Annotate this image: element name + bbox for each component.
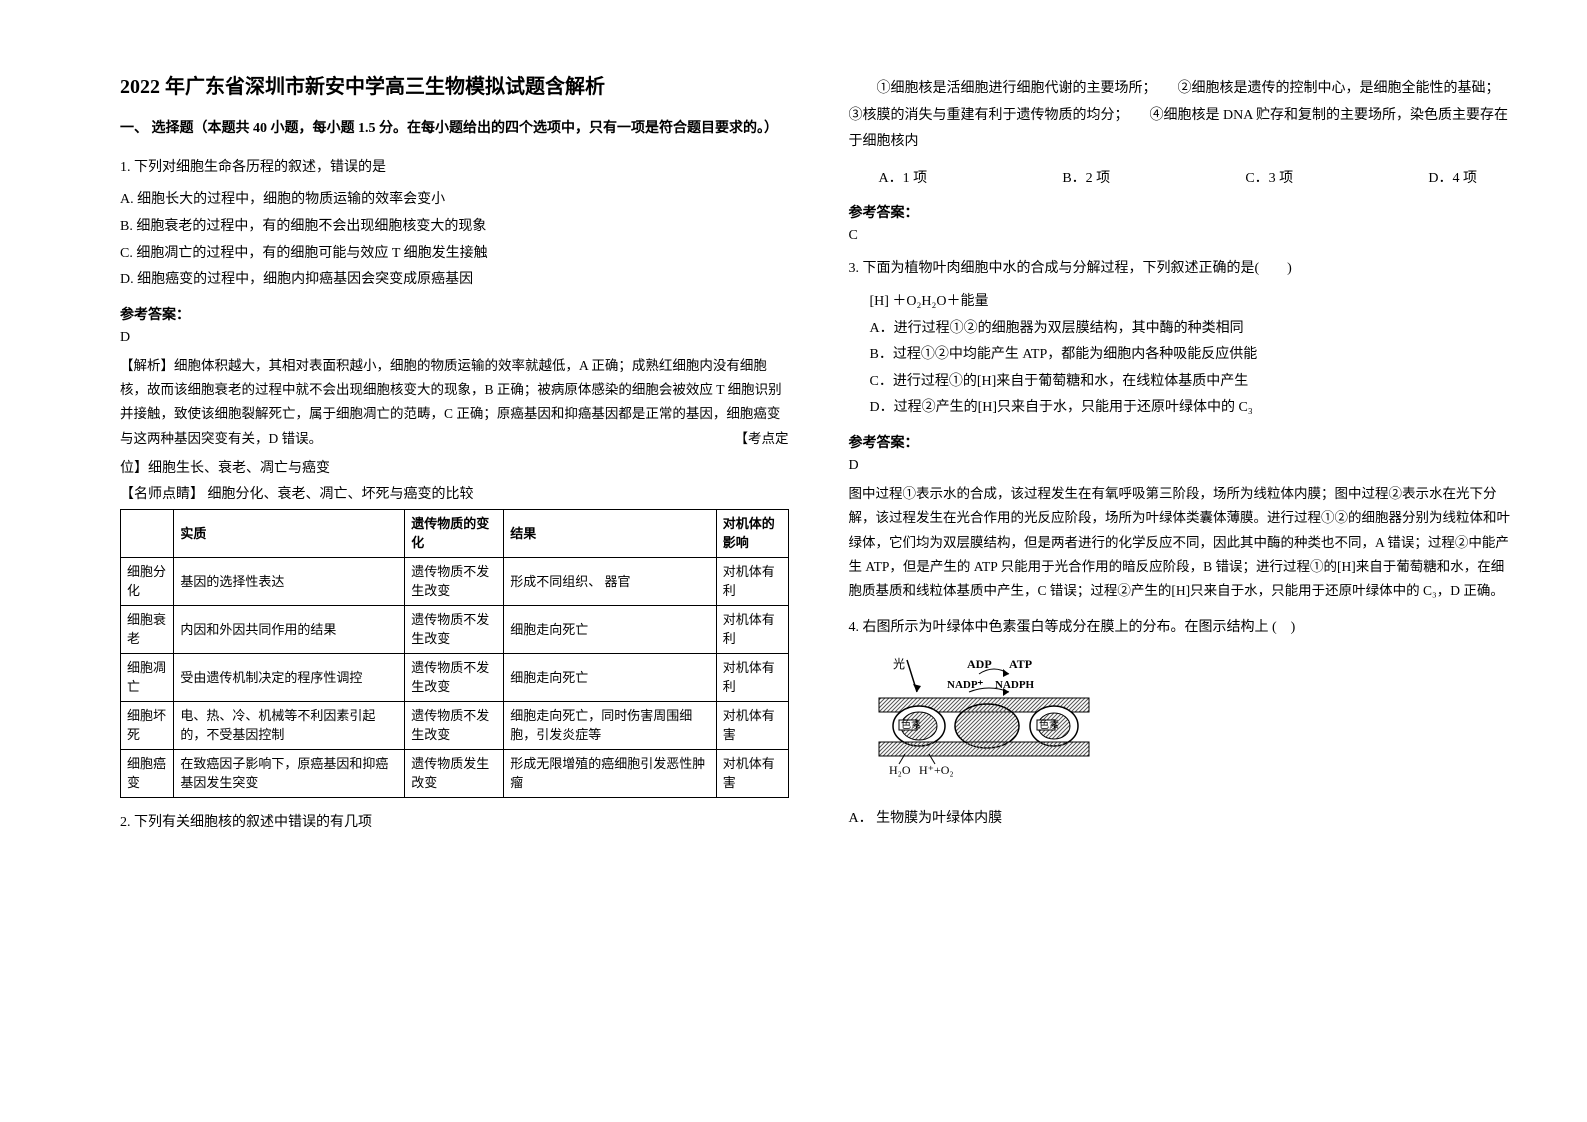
q1-answer-label: 参考答案：	[120, 304, 789, 324]
cell: 遗传物质不发生改变	[405, 701, 504, 749]
cell: 对机体有利	[716, 557, 788, 605]
q1-explain: 【解析】细胞体积越大，其相对表面积越小，细胞的物质运输的效率就越低，A 正确；成…	[120, 354, 789, 451]
q2-option-d: D．4 项	[1428, 166, 1477, 193]
table-header-row: 实质 遗传物质的变化 结果 对机体的影响	[121, 509, 789, 557]
q2-answer: C	[849, 228, 1518, 244]
table-row: 细胞凋亡 受由遗传机制决定的程序性调控 遗传物质不发生改变 细胞走向死亡 对机体…	[121, 653, 789, 701]
cell: 遗传物质不发生改变	[405, 557, 504, 605]
cell: 细胞走向死亡	[504, 605, 717, 653]
q2-answer-label: 参考答案：	[849, 202, 1518, 222]
q1-option-d: D. 细胞癌变的过程中，细胞内抑癌基因会突变成原癌基因	[120, 267, 789, 294]
q3-explain: 图中过程①表示水的合成，该过程发生在有氧呼吸第三阶段，场所为线粒体内膜；图中过程…	[849, 482, 1518, 603]
cell: 细胞坏死	[121, 701, 174, 749]
q1-option-c: C. 细胞凋亡的过程中，有的细胞可能与效应 T 细胞发生接触	[120, 241, 789, 268]
cell: 对机体有害	[716, 749, 788, 797]
fig-label-pigment: 色素	[901, 718, 921, 731]
table-row: 细胞癌变 在致癌因子影响下，原癌基因和抑癌基因发生突变 遗传物质发生改变 形成无…	[121, 749, 789, 797]
cell: 电、热、冷、机械等不利因素引起的，不受基因控制	[174, 701, 405, 749]
cell: 遗传物质发生改变	[405, 749, 504, 797]
q1-answer: D	[120, 330, 789, 346]
cell: 基因的选择性表达	[174, 557, 405, 605]
th-0	[121, 509, 174, 557]
cell: 遗传物质不发生改变	[405, 605, 504, 653]
q2-options-row: A．1 项 B．2 项 C．3 项 D．4 项	[879, 166, 1478, 193]
cell: 细胞癌变	[121, 749, 174, 797]
cell: 遗传物质不发生改变	[405, 653, 504, 701]
th-1: 实质	[174, 509, 405, 557]
cell: 细胞凋亡	[121, 653, 174, 701]
q4-figure: 光 ADP ATP NADP⁺ NADPH 色素 色素 H₂O	[869, 654, 1099, 794]
q1-kd: 位】细胞生长、衰老、凋亡与癌变	[120, 457, 789, 477]
q1-option-a: A. 细胞长大的过程中，细胞的物质运输的效率会变小	[120, 187, 789, 214]
q1-stem: 1. 下列对细胞生命各历程的叙述，错误的是	[120, 155, 789, 182]
q3-option-d: D．过程②产生的[H]只来自于水，只能用于还原叶绿体中的 C₃	[870, 395, 1518, 422]
comparison-table: 实质 遗传物质的变化 结果 对机体的影响 细胞分化 基因的选择性表达 遗传物质不…	[120, 509, 789, 798]
fig-label-h2o: H₂O	[889, 763, 911, 777]
q3-equation: [H] ＋O₂H₂O＋能量	[870, 289, 1518, 316]
fig-label-pigment-2: 色素	[1039, 718, 1059, 731]
q3-answer: D	[849, 458, 1518, 474]
cell: 对机体有利	[716, 653, 788, 701]
q3-option-b: B．过程①②中均能产生 ATP，都能为细胞内各种吸能反应供能	[870, 342, 1518, 369]
cell: 形成无限增殖的癌细胞引发恶性肿瘤	[504, 749, 717, 797]
right-column: ①细胞核是活细胞进行细胞代谢的主要场所； ②细胞核是遗传的控制中心，是细胞全能性…	[819, 70, 1538, 1082]
fig-label-h-o2: H⁺+O₂	[919, 763, 954, 777]
q1-explain-text: 【解析】细胞体积越大，其相对表面积越小，细胞的物质运输的效率就越低，A 正确；成…	[120, 358, 782, 446]
q4-stem: 4. 右图所示为叶绿体中色素蛋白等成分在膜上的分布。在图示结构上 ( )	[849, 615, 1518, 642]
q2-stem: 2. 下列有关细胞核的叙述中错误的有几项	[120, 810, 789, 837]
cell: 在致癌因子影响下，原癌基因和抑癌基因发生突变	[174, 749, 405, 797]
q2-option-a: A．1 项	[879, 166, 928, 193]
cell: 对机体有害	[716, 701, 788, 749]
cell: 细胞衰老	[121, 605, 174, 653]
fig-label-adp: ADP	[967, 657, 992, 671]
cell: 受由遗传机制决定的程序性调控	[174, 653, 405, 701]
cell: 细胞分化	[121, 557, 174, 605]
th-4: 对机体的影响	[716, 509, 788, 557]
th-2: 遗传物质的变化	[405, 509, 504, 557]
q3-option-c: C．进行过程①的[H]来自于葡萄糖和水，在线粒体基质中产生	[870, 369, 1518, 396]
q3-stem: 3. 下面为植物叶肉细胞中水的合成与分解过程，下列叙述正确的是( )	[849, 256, 1518, 283]
table-row: 细胞分化 基因的选择性表达 遗传物质不发生改变 形成不同组织、 器官 对机体有利	[121, 557, 789, 605]
q1-ms: 【名师点睛】 细胞分化、衰老、凋亡、坏死与癌变的比较	[120, 483, 789, 503]
q1-option-b: B. 细胞衰老的过程中，有的细胞不会出现细胞核变大的现象	[120, 214, 789, 241]
cell: 对机体有利	[716, 605, 788, 653]
fig-label-atp: ATP	[1009, 657, 1032, 671]
doc-title: 2022 年广东省深圳市新安中学高三生物模拟试题含解析	[120, 70, 789, 99]
th-3: 结果	[504, 509, 717, 557]
cell: 形成不同组织、 器官	[504, 557, 717, 605]
q2-body: ①细胞核是活细胞进行细胞代谢的主要场所； ②细胞核是遗传的控制中心，是细胞全能性…	[849, 76, 1518, 156]
q1-kd-inline: 【考点定	[735, 427, 789, 451]
section-1-heading: 一、 选择题（本题共 40 小题，每小题 1.5 分。在每小题给出的四个选项中，…	[120, 117, 789, 141]
cell: 细胞走向死亡	[504, 653, 717, 701]
q3-option-a: A．进行过程①②的细胞器为双层膜结构，其中酶的种类相同	[870, 316, 1518, 343]
membrane-diagram-icon: 光 ADP ATP NADP⁺ NADPH 色素 色素 H₂O	[869, 654, 1099, 794]
q2-option-b: B．2 项	[1062, 166, 1110, 193]
table-row: 细胞衰老 内因和外因共同作用的结果 遗传物质不发生改变 细胞走向死亡 对机体有利	[121, 605, 789, 653]
table-row: 细胞坏死 电、热、冷、机械等不利因素引起的，不受基因控制 遗传物质不发生改变 细…	[121, 701, 789, 749]
q3-answer-label: 参考答案：	[849, 432, 1518, 452]
q2-option-c: C．3 项	[1245, 166, 1293, 193]
left-column: 2022 年广东省深圳市新安中学高三生物模拟试题含解析 一、 选择题（本题共 4…	[100, 70, 819, 1082]
cell: 内因和外因共同作用的结果	[174, 605, 405, 653]
fig-label-light: 光	[893, 657, 905, 671]
q4-option-a: A． 生物膜为叶绿体内膜	[849, 806, 1518, 833]
cell: 细胞走向死亡，同时伤害周围细胞，引发炎症等	[504, 701, 717, 749]
